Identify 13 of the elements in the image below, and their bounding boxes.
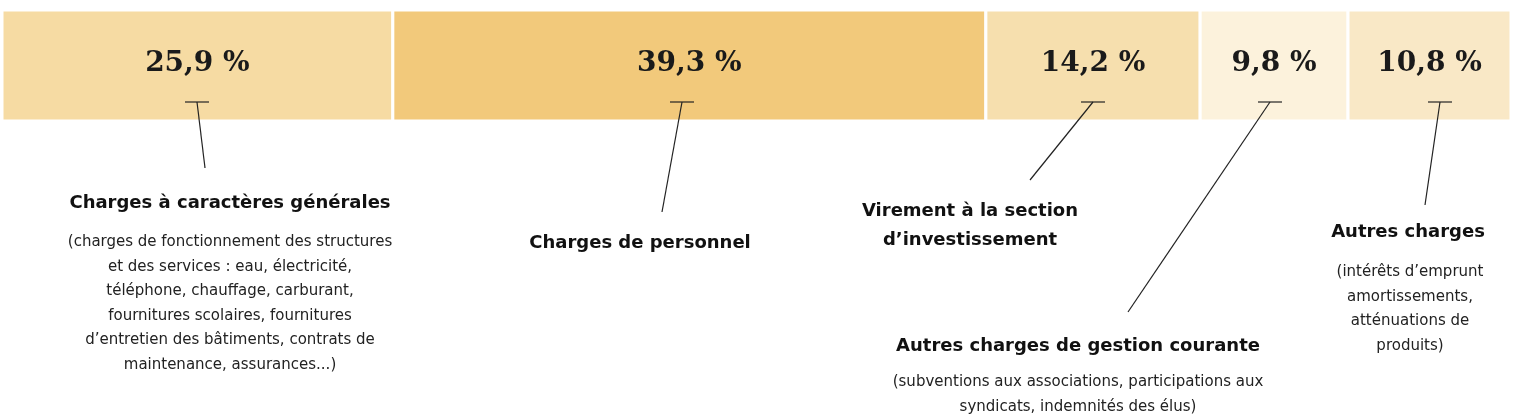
data-label: 9,8 % bbox=[1231, 45, 1317, 78]
text: (subventions aux associations, participations aux syndicats, indemnités des élus) bbox=[892, 372, 1264, 415]
data-label: 14,2 % bbox=[1040, 45, 1146, 78]
text: Autres charges de gestion courante bbox=[896, 334, 1260, 355]
text: (charges de fonctionnement des structures et des services : eau, électricité, téléphone, chauffage, carburant, fournitures scolaires, fournitures d’entretien des bâtiments, contrats de maintenance, assurances...) bbox=[67, 232, 393, 373]
data-label: 25,9 % bbox=[145, 45, 250, 78]
text: Charges à caractères générales bbox=[69, 191, 391, 212]
data-label: 10,8 % bbox=[1377, 45, 1482, 78]
text: Virement à la section d’investissement bbox=[861, 199, 1079, 249]
text: Charges de personnel bbox=[529, 231, 751, 252]
text: Autres charges bbox=[1331, 220, 1485, 241]
data-label: 39,3 % bbox=[637, 45, 742, 78]
text: (intérêts d’emprunt amortissements, atténuations de produits) bbox=[1336, 262, 1484, 354]
